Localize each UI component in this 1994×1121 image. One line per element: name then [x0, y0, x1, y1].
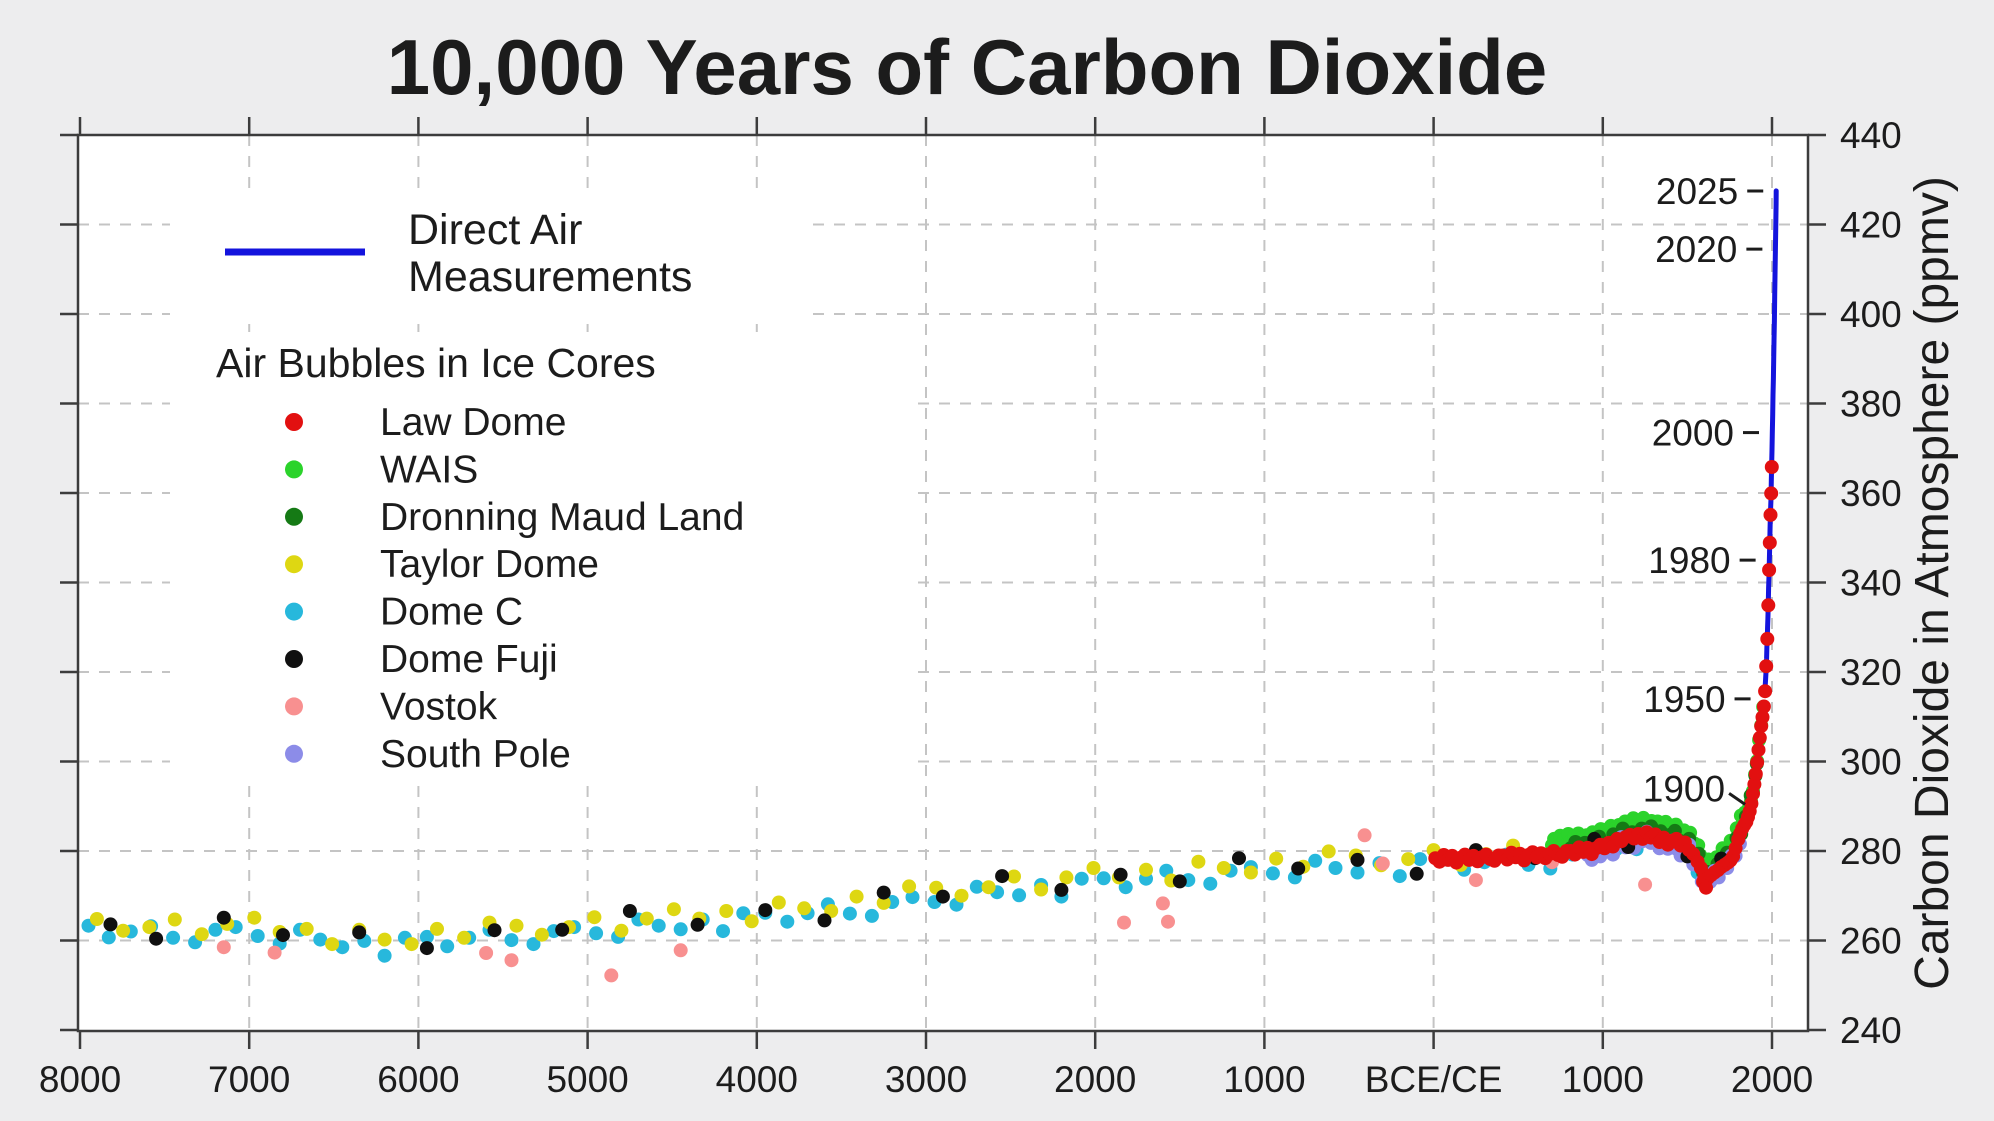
legend-item-taylor-dome: Taylor Dome: [285, 543, 599, 586]
y-tick-label: 260: [1840, 921, 1902, 962]
y-tick-label: 240: [1840, 1010, 1902, 1051]
x-tick-label: 6000: [377, 1059, 459, 1100]
svg-text:1950: 1950: [1643, 679, 1725, 720]
y-tick-label: 380: [1840, 384, 1902, 425]
y-tick-label: 340: [1840, 563, 1902, 604]
tick-labels: 8000 7000 6000 5000 4000 3000 2000 1000 BCE/CE 10…: [39, 115, 1902, 1100]
svg-text:2020: 2020: [1655, 229, 1737, 270]
x-tick-label: 2000: [1731, 1059, 1813, 1100]
annotation-2000: 2000: [1652, 413, 1759, 454]
legend-item-vostok: Vostok: [285, 685, 498, 728]
legend-label: WAIS: [380, 448, 478, 491]
annotation-1900: 1900: [1643, 768, 1746, 809]
x-tick-label: 1000: [1562, 1059, 1644, 1100]
legend-item-south-pole: South Pole: [285, 733, 571, 776]
legend-dot: [285, 744, 303, 763]
legend-item-dome-fuji: Dome Fuji: [285, 638, 558, 681]
x-tick-label: 8000: [39, 1059, 121, 1100]
annotation-1950: 1950: [1643, 679, 1751, 720]
legend-label: Dronning Maud Land: [380, 496, 744, 539]
x-tick-label: 1000: [1223, 1059, 1305, 1100]
legend-label: Vostok: [380, 685, 498, 728]
gridlines: [78, 135, 1808, 1031]
legend-dot: [285, 507, 303, 526]
x-tick-label: BCE/CE: [1365, 1059, 1503, 1100]
y-tick-label: 400: [1840, 294, 1902, 335]
svg-text:1900: 1900: [1643, 768, 1725, 809]
x-tick-label: 3000: [885, 1059, 967, 1100]
svg-text:2025: 2025: [1656, 171, 1738, 212]
legend-label: Dome C: [380, 591, 523, 634]
x-tick-label: 2000: [1054, 1059, 1136, 1100]
legend-item-dronning-maud-land: Dronning Maud Land: [285, 496, 744, 539]
x-tick-label: 4000: [716, 1059, 798, 1100]
legend-direct-label-line1: Direct Air: [408, 206, 582, 254]
series-vostok: [216, 828, 1712, 983]
svg-text:2000: 2000: [1652, 413, 1734, 454]
legend-dot: [285, 460, 303, 479]
x-tick-label: 5000: [546, 1059, 628, 1100]
legend-dot: [285, 650, 303, 668]
legend-label: Taylor Dome: [380, 543, 599, 586]
legend-direct-label-line2: Measurements: [408, 253, 692, 301]
legend-dot: [285, 413, 303, 431]
legend-item-wais: WAIS: [285, 448, 478, 491]
y-tick-label: 420: [1840, 205, 1902, 246]
year-annotations: 2025 2020 2000 1980 1950 1900: [1643, 171, 1764, 809]
legend-label: South Pole: [380, 733, 571, 776]
x-tick-label: 7000: [208, 1059, 290, 1100]
y-tick-label: 360: [1840, 473, 1902, 514]
y-tick-label: 320: [1840, 652, 1902, 693]
chart-title: 10,000 Years of Carbon Dioxide: [387, 23, 1547, 111]
y-axis-title: Carbon Dioxide in Atmosphere (ppmv): [1906, 176, 1959, 990]
legend-label: Dome Fuji: [380, 638, 558, 681]
legend-dot: [285, 602, 303, 621]
y-tick-label: 300: [1840, 742, 1902, 783]
legend-dot: [285, 555, 303, 574]
ice-core-scatter-layer: [81, 460, 1779, 983]
legend-ice-cores-header: Air Bubbles in Ice Cores: [216, 340, 656, 386]
annotation-2025: 2025: [1656, 171, 1764, 212]
y-tick-label: 440: [1840, 115, 1902, 156]
svg-text:1980: 1980: [1648, 540, 1730, 581]
annotation-2020: 2020: [1655, 229, 1763, 270]
legend-label: Law Dome: [380, 401, 566, 444]
legend-item-law-dome: Law Dome: [285, 401, 566, 444]
legend-item-dome-c: Dome C: [285, 591, 523, 634]
annotation-1980: 1980: [1648, 540, 1756, 581]
axes-and-ticks: [60, 117, 1826, 1049]
legend-dot: [285, 697, 303, 716]
y-tick-label: 280: [1840, 831, 1902, 872]
series-law-dome: [1428, 460, 1779, 895]
